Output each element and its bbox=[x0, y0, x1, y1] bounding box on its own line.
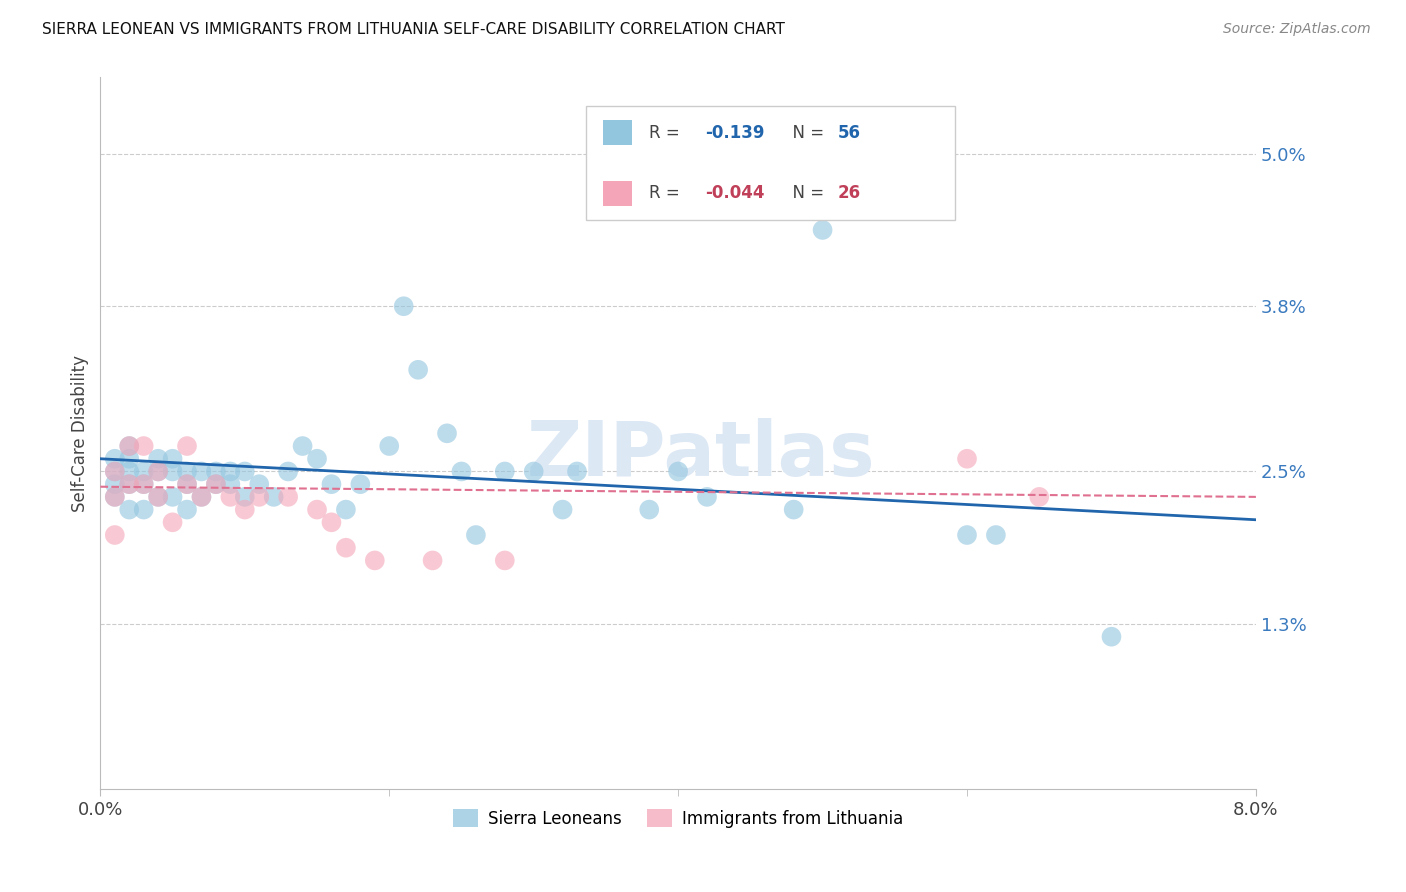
Point bbox=[233, 502, 256, 516]
Point bbox=[392, 299, 415, 313]
Point bbox=[146, 465, 169, 479]
Point bbox=[132, 477, 155, 491]
Point bbox=[146, 490, 169, 504]
Text: SIERRA LEONEAN VS IMMIGRANTS FROM LITHUANIA SELF-CARE DISABILITY CORRELATION CHA: SIERRA LEONEAN VS IMMIGRANTS FROM LITHUA… bbox=[42, 22, 785, 37]
Point bbox=[263, 490, 285, 504]
Text: N =: N = bbox=[782, 184, 830, 202]
Point bbox=[422, 553, 444, 567]
FancyBboxPatch shape bbox=[603, 120, 631, 145]
Point bbox=[364, 553, 387, 567]
Point bbox=[335, 541, 357, 555]
Point bbox=[104, 465, 127, 479]
Point bbox=[104, 477, 127, 491]
Point bbox=[118, 502, 141, 516]
Point bbox=[176, 502, 198, 516]
Point bbox=[219, 490, 242, 504]
Point bbox=[219, 465, 242, 479]
Text: 26: 26 bbox=[838, 184, 860, 202]
Point bbox=[494, 553, 516, 567]
Point bbox=[176, 465, 198, 479]
Point bbox=[450, 465, 472, 479]
Point bbox=[205, 477, 228, 491]
Point bbox=[104, 528, 127, 542]
FancyBboxPatch shape bbox=[586, 106, 956, 219]
Point bbox=[176, 477, 198, 491]
Point bbox=[176, 477, 198, 491]
Point bbox=[233, 490, 256, 504]
Point bbox=[162, 451, 184, 466]
Point bbox=[176, 439, 198, 453]
Point bbox=[305, 451, 328, 466]
Text: R =: R = bbox=[650, 184, 685, 202]
Point bbox=[233, 465, 256, 479]
Point bbox=[638, 502, 661, 516]
Point bbox=[464, 528, 486, 542]
Point bbox=[436, 426, 458, 441]
Point bbox=[321, 477, 343, 491]
Point bbox=[551, 502, 574, 516]
Point bbox=[118, 451, 141, 466]
Point bbox=[205, 477, 228, 491]
Text: Source: ZipAtlas.com: Source: ZipAtlas.com bbox=[1223, 22, 1371, 37]
Point bbox=[104, 465, 127, 479]
Point bbox=[305, 502, 328, 516]
Point bbox=[335, 502, 357, 516]
Point bbox=[132, 502, 155, 516]
Point bbox=[132, 477, 155, 491]
Point bbox=[984, 528, 1007, 542]
Point bbox=[956, 451, 979, 466]
Point bbox=[118, 439, 141, 453]
Y-axis label: Self-Care Disability: Self-Care Disability bbox=[72, 355, 89, 512]
Point bbox=[277, 490, 299, 504]
Point bbox=[378, 439, 401, 453]
Point bbox=[406, 363, 429, 377]
Text: N =: N = bbox=[782, 124, 830, 142]
Point bbox=[132, 439, 155, 453]
Point bbox=[321, 516, 343, 530]
Point bbox=[104, 451, 127, 466]
Point bbox=[190, 490, 212, 504]
Point bbox=[277, 465, 299, 479]
FancyBboxPatch shape bbox=[603, 181, 631, 205]
Point bbox=[523, 465, 546, 479]
Point bbox=[956, 528, 979, 542]
Point bbox=[219, 477, 242, 491]
Point bbox=[666, 465, 689, 479]
Point bbox=[118, 465, 141, 479]
Point bbox=[104, 490, 127, 504]
Text: R =: R = bbox=[650, 124, 685, 142]
Point bbox=[118, 439, 141, 453]
Point bbox=[349, 477, 371, 491]
Point bbox=[1101, 630, 1123, 644]
Point bbox=[247, 477, 270, 491]
Point bbox=[565, 465, 588, 479]
Point bbox=[118, 477, 141, 491]
Point bbox=[291, 439, 314, 453]
Text: -0.044: -0.044 bbox=[704, 184, 765, 202]
Text: -0.139: -0.139 bbox=[704, 124, 765, 142]
Point bbox=[247, 490, 270, 504]
Point bbox=[162, 516, 184, 530]
Point bbox=[494, 465, 516, 479]
Point bbox=[190, 490, 212, 504]
Point bbox=[205, 465, 228, 479]
Point bbox=[162, 465, 184, 479]
Point bbox=[595, 185, 617, 199]
Point bbox=[811, 223, 834, 237]
Point bbox=[146, 490, 169, 504]
Point bbox=[162, 490, 184, 504]
Point bbox=[696, 490, 718, 504]
Point bbox=[1028, 490, 1050, 504]
Point bbox=[146, 465, 169, 479]
Point bbox=[146, 451, 169, 466]
Point bbox=[190, 465, 212, 479]
Point bbox=[132, 465, 155, 479]
Point bbox=[118, 477, 141, 491]
Legend: Sierra Leoneans, Immigrants from Lithuania: Sierra Leoneans, Immigrants from Lithuan… bbox=[447, 803, 910, 834]
Text: 56: 56 bbox=[838, 124, 860, 142]
Point bbox=[104, 490, 127, 504]
Text: ZIPatlas: ZIPatlas bbox=[527, 417, 876, 491]
Point bbox=[782, 502, 804, 516]
